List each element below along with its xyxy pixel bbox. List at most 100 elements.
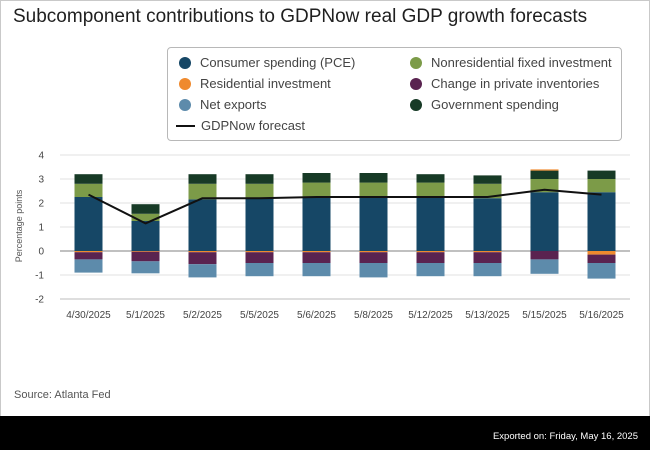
legend-item-pce[interactable]: Consumer spending (PCE)	[179, 55, 355, 70]
bar-nonresidential-fixed-investment-2	[188, 183, 217, 200]
bar-residential-investment-1	[131, 251, 160, 252]
bar-residential-investment-6	[416, 251, 445, 253]
bar-government-spending-2	[188, 174, 217, 184]
bar-residential-investment-2	[188, 251, 217, 253]
bar-consumer-spending-pce-1	[131, 221, 160, 251]
legend-swatch-inventories	[410, 77, 422, 90]
bar-net-exports-5	[359, 263, 388, 278]
bar-residential-investment-8	[530, 169, 559, 171]
bar-net-exports-1	[131, 261, 160, 274]
bar-change-in-private-inventories-6	[416, 252, 445, 263]
bar-government-spending-4	[302, 173, 331, 183]
bar-net-exports-8	[530, 259, 559, 274]
bar-consumer-spending-pce-7	[473, 198, 502, 251]
bar-net-exports-0	[74, 259, 103, 273]
legend-item-inventories[interactable]: Change in private inventories	[410, 76, 599, 91]
bar-net-exports-7	[473, 263, 502, 277]
bar-nonresidential-fixed-investment-3	[245, 183, 274, 199]
y-tick-label: -2	[35, 295, 44, 306]
legend-item-government[interactable]: Government spending	[410, 97, 559, 112]
bar-residential-investment-5	[359, 251, 388, 253]
x-tick-label: 5/1/2025	[126, 310, 165, 321]
legend-swatch-government	[410, 98, 422, 111]
bar-consumer-spending-pce-6	[416, 197, 445, 251]
legend-label-gdpnow: GDPNow forecast	[201, 118, 306, 133]
bar-change-in-private-inventories-8	[530, 251, 559, 260]
bar-residential-investment-0	[74, 251, 103, 253]
legend-swatch-nonresidential	[410, 56, 422, 69]
x-tick-label: 5/16/2025	[579, 310, 624, 321]
legend-label-pce: Consumer spending (PCE)	[200, 55, 356, 70]
x-tick-label: 5/8/2025	[354, 310, 393, 321]
legend-label-net-exports: Net exports	[200, 97, 267, 112]
bar-change-in-private-inventories-4	[302, 252, 331, 263]
bar-net-exports-6	[416, 263, 445, 277]
legend: Consumer spending (PCE) Nonresidential f…	[167, 47, 622, 141]
bar-consumer-spending-pce-2	[188, 199, 217, 251]
bar-nonresidential-fixed-investment-9	[587, 179, 616, 193]
bar-consumer-spending-pce-8	[530, 192, 559, 251]
legend-swatch-gdpnow	[176, 124, 195, 127]
bar-net-exports-2	[188, 264, 217, 278]
bar-nonresidential-fixed-investment-6	[416, 182, 445, 197]
bar-change-in-private-inventories-7	[473, 252, 502, 263]
gdpnow-forecast-line	[88, 188, 602, 225]
bar-change-in-private-inventories-5	[359, 252, 388, 263]
x-tick-label: 5/12/2025	[408, 310, 453, 321]
legend-swatch-pce	[179, 56, 191, 69]
bar-change-in-private-inventories-0	[74, 252, 103, 260]
legend-label-nonresidential: Nonresidential fixed investment	[431, 55, 612, 70]
footer-bar: Exported on: Friday, May 16, 2025	[0, 416, 650, 450]
bar-government-spending-9	[587, 170, 616, 179]
bar-consumer-spending-pce-0	[74, 197, 103, 251]
x-tick-label: 5/15/2025	[522, 310, 567, 321]
legend-item-net-exports[interactable]: Net exports	[179, 97, 266, 112]
chart-title: Subcomponent contributions to GDPNow rea…	[13, 6, 588, 27]
bar-residential-investment-4	[302, 251, 331, 253]
bar-nonresidential-fixed-investment-0	[74, 183, 103, 197]
bar-government-spending-8	[530, 170, 559, 179]
bar-residential-investment-3	[245, 251, 274, 253]
bar-net-exports-4	[302, 263, 331, 277]
bar-government-spending-3	[245, 174, 274, 184]
bar-consumer-spending-pce-3	[245, 198, 274, 251]
bar-change-in-private-inventories-9	[587, 254, 616, 263]
y-axis-title: Percentage points	[14, 189, 24, 262]
export-date: Exported on: Friday, May 16, 2025	[492, 431, 638, 442]
bar-nonresidential-fixed-investment-1	[131, 213, 160, 221]
bar-consumer-spending-pce-4	[302, 197, 331, 251]
bar-change-in-private-inventories-1	[131, 251, 160, 262]
bar-residential-investment-7	[473, 251, 502, 253]
bar-government-spending-1	[131, 204, 160, 214]
legend-label-inventories: Change in private inventories	[431, 76, 600, 91]
bar-nonresidential-fixed-investment-5	[359, 182, 388, 197]
legend-item-gdpnow[interactable]: GDPNow forecast	[176, 118, 305, 133]
bar-consumer-spending-pce-5	[359, 197, 388, 251]
bar-government-spending-7	[473, 175, 502, 184]
y-tick-label: 2	[38, 199, 44, 210]
legend-item-residential[interactable]: Residential investment	[179, 76, 331, 91]
x-tick-label: 5/13/2025	[465, 310, 510, 321]
bar-consumer-spending-pce-9	[587, 192, 616, 251]
x-tick-label: 5/2/2025	[183, 310, 222, 321]
bar-change-in-private-inventories-3	[245, 252, 274, 263]
y-tick-label: 1	[38, 223, 44, 234]
x-tick-label: 4/30/2025	[66, 310, 111, 321]
source-note: Source: Atlanta Fed	[14, 389, 111, 401]
y-tick-label: 0	[38, 247, 44, 258]
bar-nonresidential-fixed-investment-7	[473, 183, 502, 199]
bar-nonresidential-fixed-investment-4	[302, 182, 331, 197]
y-tick-label: 3	[38, 175, 44, 186]
y-tick-label: 4	[38, 151, 44, 162]
bar-government-spending-5	[359, 173, 388, 183]
bar-net-exports-9	[587, 263, 616, 279]
legend-label-government: Government spending	[431, 97, 559, 112]
bar-net-exports-3	[245, 263, 274, 277]
legend-swatch-net-exports	[179, 98, 191, 111]
legend-item-nonresidential[interactable]: Nonresidential fixed investment	[410, 55, 612, 70]
x-tick-label: 5/5/2025	[240, 310, 279, 321]
legend-swatch-residential	[179, 77, 191, 90]
bar-government-spending-6	[416, 174, 445, 183]
y-tick-label: -1	[35, 271, 44, 282]
bar-government-spending-0	[74, 174, 103, 184]
